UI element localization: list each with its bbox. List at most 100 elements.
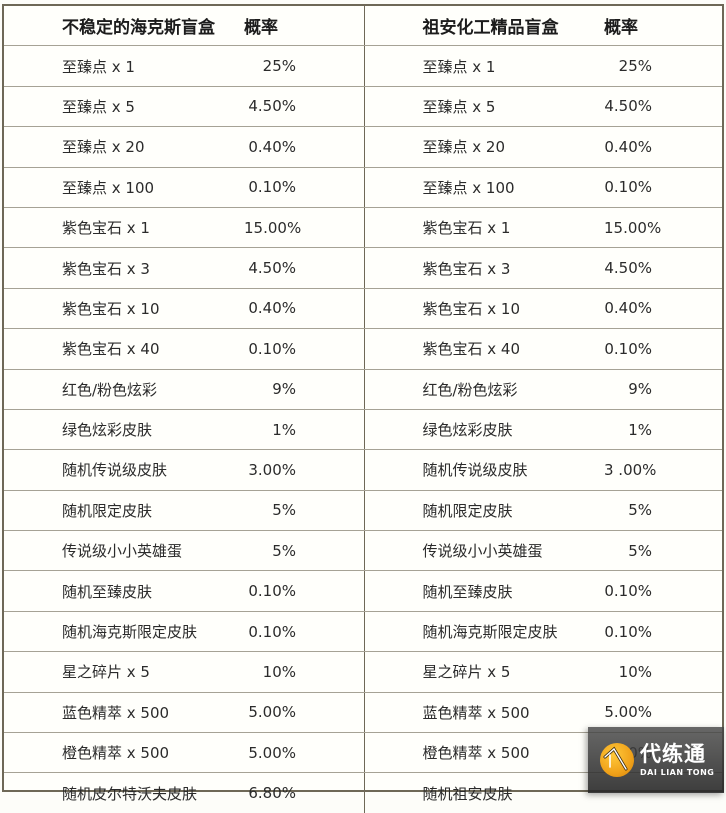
right-item-prob: 1% [604,409,652,451]
left-header-name: 不稳定的海克斯盲盒 [4,6,244,47]
table-row: 传说级小小英雄蛋 5% 传说级小小英雄蛋 5% [4,530,722,572]
right-item-prob: 5% [604,490,652,532]
right-item-name: 随机祖安皮肤 [422,784,513,803]
left-item-prob: 0.10% [244,611,296,653]
left-item-prob: 1% [244,409,296,451]
right-item-prob: 0.10% [604,570,652,612]
left-item-name: 星之碎片 x 5 [4,651,244,693]
right-item-name: 至臻点 x 5 [364,86,604,128]
right-item-name: 随机限定皮肤 [364,490,604,532]
odds-table-frame: 不稳定的海克斯盲盒 概率 祖安化工精品盲盒 概率 至臻点 x 1 25% 至臻点 x… [2,4,724,813]
left-item-prob: 0.10% [244,167,296,208]
right-item-name: 紫色宝石 x 3 [364,247,604,289]
table-row: 随机限定皮肤 5% 随机限定皮肤 5% [4,490,722,532]
table-row: 随机海克斯限定皮肤 0.10% 随机海克斯限定皮肤 0.10% [4,611,722,653]
right-item-prob: 25% [604,45,652,87]
left-item-prob: 5.00% [244,692,296,734]
right-header-prob: 概率 [604,6,652,47]
table-row: 至臻点 x 20 0.40% 至臻点 x 20 0.40% [4,126,722,168]
table-row: 紫色宝石 x 3 4.50% 紫色宝石 x 3 4.50% [4,247,722,289]
left-item-prob: 0.10% [244,328,296,370]
right-item-name: 传说级小小英雄蛋 [364,530,604,572]
left-item-name: 紫色宝石 x 40 [4,328,244,370]
left-item-name: 紫色宝石 x 1 [4,207,244,249]
blind-box-odds-table: 不稳定的海克斯盲盒 概率 祖安化工精品盲盒 概率 至臻点 x 1 25% 至臻点 x… [4,6,722,813]
right-item-name: 橙色精萃 x 500 [364,732,604,774]
left-item-prob: 0.40% [244,288,296,330]
table-row: 至臻点 x 5 4.50% 至臻点 x 5 4.50% [4,86,722,128]
table-row: 紫色宝石 x 1 15.00% 紫色宝石 x 1 15.00% [4,207,722,249]
right-item-name: 绿色炫彩皮肤 [364,409,604,451]
left-item-name: 紫色宝石 x 3 [4,247,244,289]
right-item-name: 至臻点 x 100 [364,167,604,208]
left-item-name: 蓝色精萃 x 500 [4,692,244,734]
right-item-prob: 10% [604,651,652,693]
right-item-prob: 15.00% [604,207,661,249]
table-row: 随机传说级皮肤 3.00% 随机传说级皮肤 3 .00% [4,449,722,491]
right-item-prob: 0.40% [604,288,652,330]
right-item-prob: 5.00% [604,692,652,734]
right-item-prob: 0.10% [604,328,652,370]
right-item-name: 随机海克斯限定皮肤 [364,611,604,653]
right-item-prob: 0.10% [604,167,652,208]
right-item-prob: 9% [604,369,652,410]
left-item-name: 随机至臻皮肤 [4,570,244,612]
right-item-name: 紫色宝石 x 1 [364,207,604,249]
daliantong-logo-icon [600,743,634,777]
table-row: 星之碎片 x 5 10% 星之碎片 x 5 10% [4,651,722,693]
left-item-name: 橙色精萃 x 500 [4,732,244,774]
left-item-prob: 4.50% [244,247,296,289]
left-item-name: 紫色宝石 x 10 [4,288,244,330]
table-row: 随机至臻皮肤 0.10% 随机至臻皮肤 0.10% [4,570,722,612]
left-item-name: 随机皮尔特沃夫皮肤 [62,784,198,803]
left-item-prob: 5% [244,490,296,532]
right-item-name: 紫色宝石 x 40 [364,328,604,370]
right-item-name: 至臻点 x 1 [364,45,604,87]
left-item-prob: 0.10% [244,570,296,612]
right-item-prob: 4.50% [604,86,652,128]
left-item-prob: 3.00% [244,449,296,491]
right-item-name: 至臻点 x 20 [364,126,604,168]
table-row: 蓝色精萃 x 500 5.00% 蓝色精萃 x 500 5.00% [4,692,722,734]
right-item-prob: 5% [604,530,652,572]
table-row: 至臻点 x 1 25% 至臻点 x 1 25% [4,45,722,87]
left-item-name: 至臻点 x 1 [4,45,244,87]
left-item-prob: 0.40% [244,126,296,168]
left-item-prob: 5% [244,530,296,572]
right-item-name: 星之碎片 x 5 [364,651,604,693]
table-row: 绿色炫彩皮肤 1% 绿色炫彩皮肤 1% [4,409,722,451]
left-item-name: 随机传说级皮肤 [4,449,244,491]
right-item-prob: 0.40% [604,126,652,168]
table-header-row: 不稳定的海克斯盲盒 概率 祖安化工精品盲盒 概率 [4,6,722,47]
left-item-name: 至臻点 x 5 [4,86,244,128]
right-item-name: 蓝色精萃 x 500 [364,692,604,734]
right-header-name: 祖安化工精品盲盒 [364,6,604,47]
left-header-prob: 概率 [244,6,296,47]
left-item-prob: 9% [244,369,296,410]
right-item-prob: 4.50% [604,247,652,289]
watermark-en-text: DAI LIAN TONG [640,767,715,777]
right-item-name: 随机至臻皮肤 [364,570,604,612]
right-item-prob: 3 .00% [604,449,656,491]
table-row: 红色/粉色炫彩 9% 红色/粉色炫彩 9% [4,369,722,410]
left-item-name: 随机限定皮肤 [4,490,244,532]
left-item-name: 红色/粉色炫彩 [4,369,244,410]
left-item-name: 至臻点 x 100 [4,167,244,208]
left-item-name: 传说级小小英雄蛋 [4,530,244,572]
left-item-prob: 6.80% [248,784,296,803]
right-item-name: 随机传说级皮肤 [364,449,604,491]
right-item-name: 紫色宝石 x 10 [364,288,604,330]
right-item-name: 红色/粉色炫彩 [364,369,604,410]
left-item-name: 至臻点 x 20 [4,126,244,168]
watermark-cn-text: 代练通 [640,741,706,766]
left-item-prob: 10% [244,651,296,693]
watermark-badge: 代练通 DAI LIAN TONG [588,727,724,793]
left-item-name: 绿色炫彩皮肤 [4,409,244,451]
left-item-prob: 15.00% [244,207,301,249]
table-row: 紫色宝石 x 10 0.40% 紫色宝石 x 10 0.40% [4,288,722,330]
left-item-prob: 5.00% [244,732,296,774]
right-item-prob: 0.10% [604,611,652,653]
left-item-prob: 25% [244,45,296,87]
table-row: 紫色宝石 x 40 0.10% 紫色宝石 x 40 0.10% [4,328,722,370]
